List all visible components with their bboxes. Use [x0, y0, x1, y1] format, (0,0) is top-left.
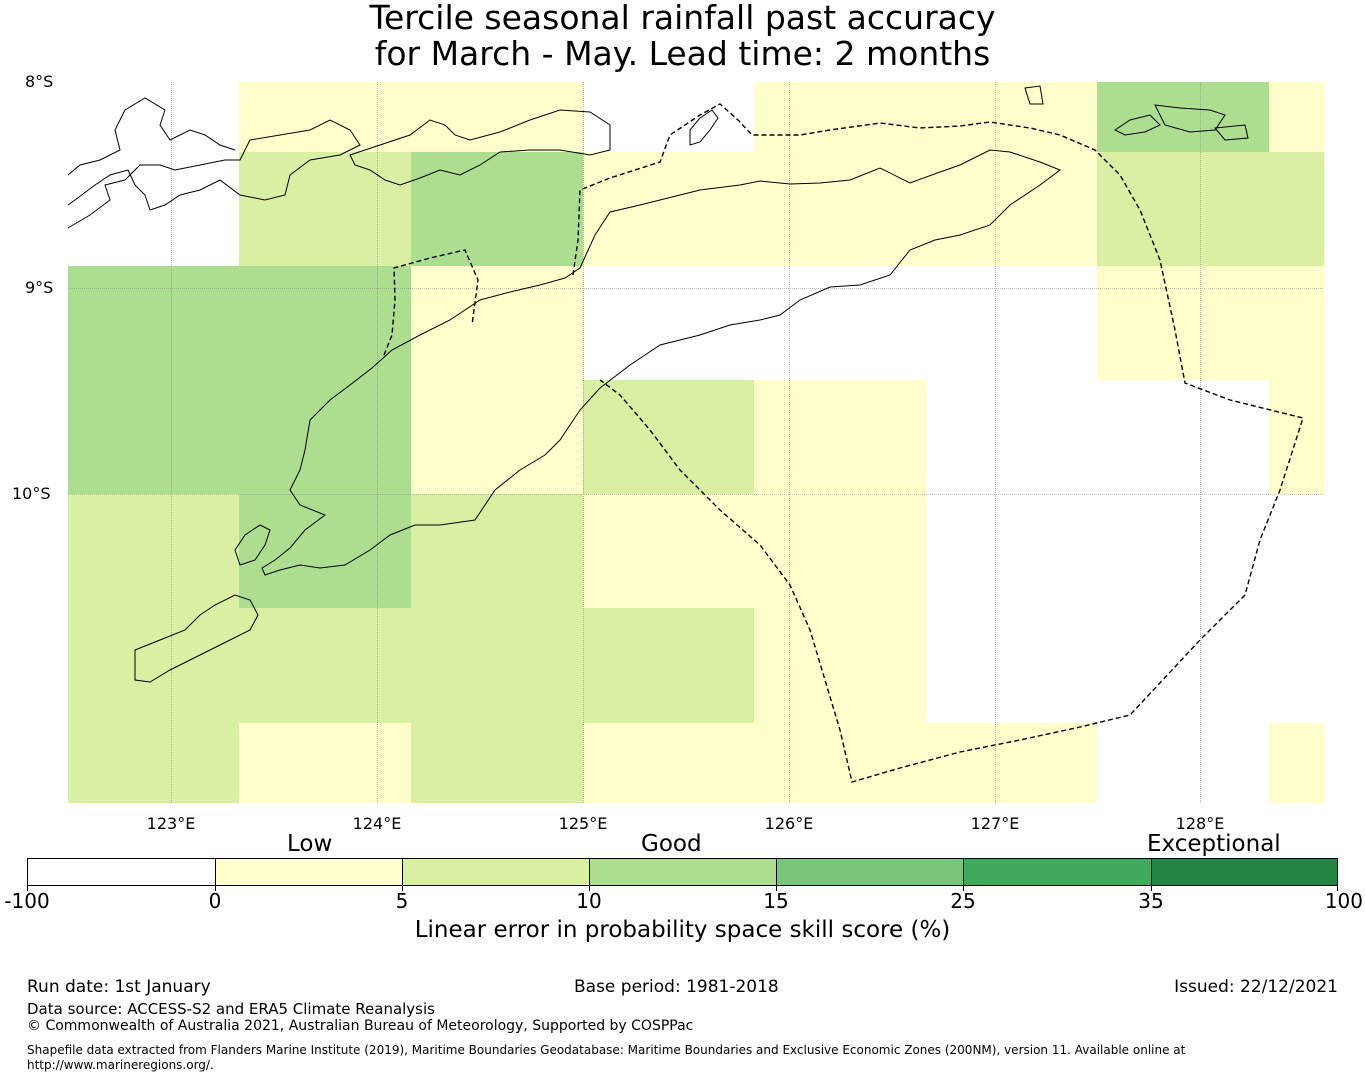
grid-cell	[68, 494, 239, 608]
grid-cell	[411, 82, 583, 152]
babar-east-coastline	[1154, 104, 1226, 133]
latitude-label-8s: 8°S	[25, 72, 54, 91]
colorbar-tick	[1337, 886, 1338, 891]
grid-cell	[583, 494, 754, 608]
grid-cell	[411, 380, 583, 494]
longitude-label-128e: 128°E	[1175, 814, 1225, 833]
colorbar-tick-label: 35	[1138, 889, 1164, 913]
colorbar-segment	[1151, 858, 1338, 886]
map-title-line-2: for March - May. Lead time: 2 months	[374, 34, 991, 73]
grid-cell	[239, 723, 411, 803]
grid-cell	[68, 380, 411, 494]
grid-cell	[583, 152, 754, 266]
skill-map	[67, 82, 1324, 803]
issued-date: Issued: 22/12/2021	[1174, 977, 1338, 997]
grid-cell	[411, 152, 583, 266]
romang-coastline	[1024, 85, 1044, 105]
colorbar-segment	[589, 858, 776, 886]
grid-cell	[583, 608, 754, 723]
grid-cell	[1269, 266, 1324, 380]
flores-coastline	[67, 119, 361, 229]
grid-cell	[68, 723, 239, 803]
grid-cell	[411, 608, 583, 723]
grid-cell	[754, 380, 926, 494]
legend-category-good: Good	[641, 831, 702, 857]
graticule	[68, 82, 1324, 803]
grid-cell	[583, 723, 754, 803]
grid-cell	[1097, 82, 1269, 152]
colorbar-tick	[963, 886, 964, 891]
grid-cell	[1097, 266, 1269, 380]
longitude-label-127e: 127°E	[970, 814, 1020, 833]
grid-cell	[239, 82, 411, 152]
timor-island-coastline	[261, 149, 1062, 576]
skill-grid	[68, 82, 1324, 803]
rote-coastline	[134, 594, 259, 683]
colorbar-tick-label: 0	[208, 889, 222, 913]
grid-cell	[1269, 82, 1324, 152]
shapefile-credit: Shapefile data extracted from Flanders M…	[27, 1043, 1186, 1072]
grid-cell	[926, 723, 1097, 803]
colorbar-tick-label: 5	[395, 889, 409, 913]
latitude-label-9s: 9°S	[25, 278, 54, 297]
colorbar-tick	[776, 886, 777, 891]
colorbar-tick	[402, 886, 403, 891]
colorbar-tick-label: 25	[950, 889, 976, 913]
grid-cell	[754, 494, 926, 608]
colorbar-tick-label: 15	[763, 889, 789, 913]
colorbar-segment	[963, 858, 1151, 886]
semau-coastline	[234, 524, 271, 566]
colorbar-tick	[1151, 886, 1152, 891]
wetar-coastline	[689, 109, 719, 146]
grid-cell	[754, 723, 926, 803]
latitude-label-10s: 10°S	[12, 484, 51, 503]
base-period: Base period: 1981-2018	[574, 977, 779, 997]
longitude-label-124e: 124°E	[352, 814, 402, 833]
grid-cell	[754, 608, 926, 723]
colorbar-segment	[27, 858, 215, 886]
grid-cell	[754, 152, 926, 266]
grid-cell	[411, 494, 583, 608]
data-source: Data source: ACCESS-S2 and ERA5 Climate …	[27, 1000, 435, 1018]
grid-cell	[754, 82, 926, 152]
longitude-label-126e: 126°E	[764, 814, 814, 833]
colorbar-segment	[402, 858, 589, 886]
colorbar-tick	[27, 886, 28, 891]
flores-north-coastline	[67, 97, 236, 176]
longitude-label-125e: 125°E	[558, 814, 608, 833]
grid-cell	[411, 723, 583, 803]
grid-cell	[68, 266, 411, 380]
grid-cell	[926, 82, 1097, 152]
grid-cell	[1097, 152, 1324, 266]
maritime-boundary	[383, 103, 1304, 783]
colorbar-segment	[776, 858, 963, 886]
coastlines	[67, 85, 1249, 683]
colorbar-tick-label: 100	[1324, 889, 1363, 913]
map-title-line-1: Tercile seasonal rainfall past accuracy	[369, 0, 996, 37]
babar-coastline	[1114, 114, 1161, 136]
run-date: Run date: 1st January	[27, 977, 211, 997]
colorbar-tick-label: 10	[576, 889, 602, 913]
alor-coastline	[349, 109, 611, 186]
legend-category-exceptional: Exceptional	[1147, 831, 1281, 857]
grid-cell	[68, 608, 411, 723]
longitude-label-123e: 123°E	[146, 814, 196, 833]
colorbar-tick	[589, 886, 590, 891]
grid-cell	[411, 266, 583, 380]
colorbar-label: Linear error in probability space skill …	[414, 917, 951, 943]
colorbar-tick	[215, 886, 216, 891]
copyright: © Commonwealth of Australia 2021, Austra…	[27, 1018, 694, 1034]
grid-cell	[583, 380, 754, 494]
grid-cell	[239, 152, 411, 266]
colorbar-segment	[215, 858, 402, 886]
small-island-coastline	[1214, 124, 1249, 141]
grid-cell	[926, 152, 1097, 266]
grid-cell	[239, 494, 411, 608]
legend-category-low: Low	[287, 831, 333, 857]
colorbar-tick-label: -100	[4, 889, 50, 913]
grid-cell	[1269, 723, 1324, 803]
